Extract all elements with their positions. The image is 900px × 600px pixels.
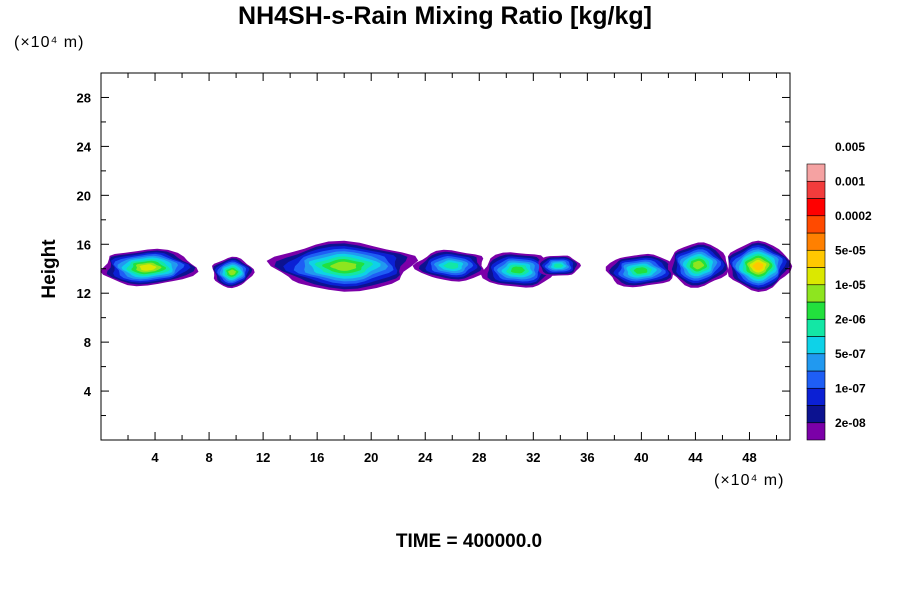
colorbar: 2e-08 1e-07 5e-07 2e-06 1e-05 5e-05 0.0002 0.00… [806,140,872,441]
colorbar-label: 2e-08 [835,416,866,430]
colorbar-swatch [806,353,826,372]
time-label: TIME = 400000.0 [395,531,543,552]
cloud-8 [667,242,729,288]
cloud-8-level-9 [693,260,705,270]
cloud-5 [480,252,555,288]
x-tick-label: 32 [526,450,540,465]
colorbar-swatch [806,422,826,441]
cloud-3-level-9 [330,261,357,271]
colorbar-label: 0.0002 [835,209,872,223]
plot-frame [100,72,791,441]
y-axis-unit: (×10⁴ m) [14,34,85,51]
colorbar-label: 2e-06 [835,312,866,326]
colorbar-swatch [806,267,826,286]
x-tick-label: 48 [742,450,756,465]
colorbar-label: 0.005 [835,140,865,154]
colorbar-label: 1e-07 [835,381,866,395]
colorbar-swatch [806,232,826,251]
y-tick-label: 28 [77,90,91,105]
y-tick-label: 8 [84,335,91,350]
cloud-7 [605,253,677,288]
colorbar-swatch [806,163,826,182]
colorbar-swatch [806,318,826,337]
cloud-9-level-11 [752,262,764,271]
cloud-6 [538,255,581,276]
cloud-5-level-8 [511,266,525,274]
colorbar-swatch [806,249,826,268]
cloud-9 [727,240,793,292]
colorbar-label: 5e-07 [835,347,866,361]
x-tick-label: 8 [205,450,212,465]
cloud-6-level-7 [554,263,564,268]
y-tick-label: 20 [77,188,91,203]
cloud-2 [212,256,255,289]
colorbar-swatch [806,370,826,389]
chart-title: NH4SH-s-Rain Mixing Ratio [kg/kg] [238,2,652,30]
cloud-2-level-9 [228,269,237,276]
cloud-7-level-8 [633,267,648,274]
colorbar-label: 1e-05 [835,278,866,292]
colorbar-swatch [806,284,826,303]
x-tick-label: 4 [151,450,159,465]
y-tick-label: 12 [77,286,91,301]
x-tick-label: 40 [634,450,648,465]
x-tick-label: 24 [418,450,433,465]
y-tick-label: 16 [77,237,91,252]
x-tick-label: 16 [310,450,324,465]
x-tick-label: 28 [472,450,486,465]
cloud-3 [266,240,419,292]
y-tick-label: 24 [77,139,92,154]
colorbar-swatch [806,301,826,320]
cloud-1 [100,248,199,287]
cloud-4 [412,249,485,282]
colorbar-swatch [806,405,826,424]
colorbar-label: 0.001 [835,174,865,188]
x-tick-label: 12 [256,450,270,465]
cloud-1-level-10 [139,264,157,271]
cloud-4-level-7 [443,262,459,269]
y-tick-label: 4 [84,384,92,399]
cloud-field [100,240,793,292]
colorbar-swatch [806,198,826,217]
x-tick-label: 44 [688,450,703,465]
colorbar-swatch [806,336,826,355]
colorbar-swatch [806,387,826,406]
x-axis-unit: (×10⁴ m) [714,472,785,489]
colorbar-label: 5e-05 [835,243,866,257]
colorbar-swatch [806,180,826,199]
colorbar-swatch [806,215,826,234]
x-tick-label: 36 [580,450,594,465]
x-tick-label: 20 [364,450,378,465]
